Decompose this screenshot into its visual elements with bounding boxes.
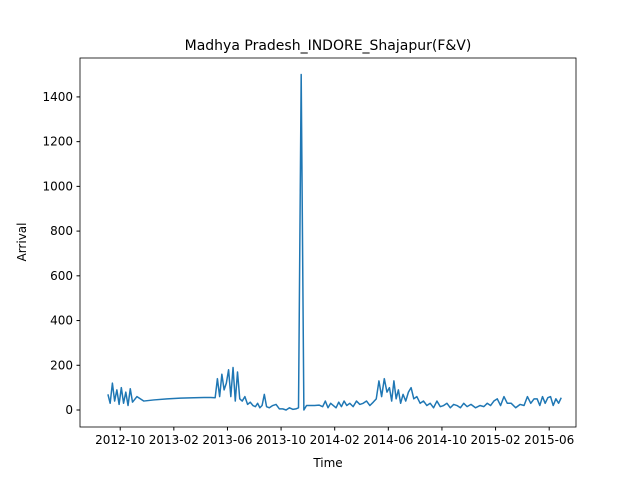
y-tick-label: 200 [50, 358, 73, 372]
y-tick-label: 400 [50, 314, 73, 328]
x-tick-label: 2014-10 [417, 433, 467, 447]
y-tick-label: 1000 [42, 179, 73, 193]
x-tick-label: 2013-02 [149, 433, 199, 447]
data-line [107, 73, 562, 411]
y-tick-label: 1200 [42, 135, 73, 149]
x-tick-label: 2015-06 [524, 433, 574, 447]
axes-frame [79, 57, 577, 428]
x-tick-label: 2013-10 [256, 433, 306, 447]
x-tick-label: 2014-06 [363, 433, 413, 447]
x-axis-label: Time [312, 456, 342, 470]
x-tick-label: 2015-02 [470, 433, 520, 447]
x-tick-label: 2012-10 [95, 433, 145, 447]
y-tick-label: 600 [50, 269, 73, 283]
y-axis-label: Arrival [15, 223, 29, 262]
y-tick-label: 1400 [42, 90, 73, 104]
y-tick-label: 0 [65, 403, 73, 417]
y-tick-label: 800 [50, 224, 73, 238]
x-tick-label: 2013-06 [202, 433, 252, 447]
x-tick-label: 2014-02 [310, 433, 360, 447]
chart-title: Madhya Pradesh_INDORE_Shajapur(F&V) [185, 38, 472, 54]
